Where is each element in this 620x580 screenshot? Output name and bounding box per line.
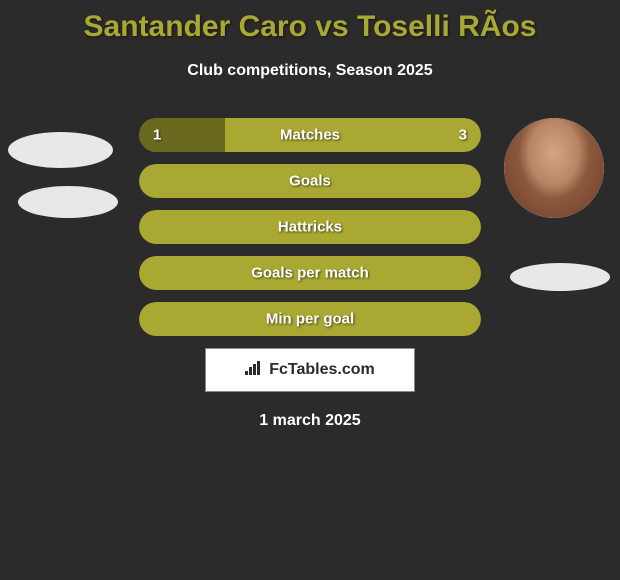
stat-bar-min-per-goal: Min per goal (139, 302, 481, 336)
subtitle: Club competitions, Season 2025 (0, 62, 620, 80)
logo-text: FcTables.com (269, 361, 375, 379)
stat-bar-hattricks: Hattricks (139, 210, 481, 244)
bar-left-segment (139, 118, 225, 152)
player-right (504, 118, 604, 218)
bar-value-left: 1 (153, 127, 161, 144)
comparison-chart: 1 Matches 3 Goals Hattricks Goals per ma… (0, 118, 620, 430)
date-text: 1 march 2025 (0, 412, 620, 430)
stats-bars: 1 Matches 3 Goals Hattricks Goals per ma… (139, 118, 481, 336)
stat-bar-goals: Goals (139, 164, 481, 198)
bar-label: Goals (289, 173, 331, 190)
chart-icon (245, 361, 263, 379)
stat-bar-goals-per-match: Goals per match (139, 256, 481, 290)
bar-value-right: 3 (459, 127, 467, 144)
bar-label: Matches (280, 127, 340, 144)
bar-label: Goals per match (251, 265, 369, 282)
player-left-avatar-placeholder (8, 132, 113, 168)
player-right-avatar (504, 118, 604, 218)
fctables-logo: FcTables.com (205, 348, 415, 392)
page-title: Santander Caro vs Toselli RÃ­os (0, 0, 620, 44)
stat-bar-matches: 1 Matches 3 (139, 118, 481, 152)
player-right-shadow (510, 263, 610, 291)
bar-label: Hattricks (278, 219, 342, 236)
player-left-avatar-placeholder-2 (18, 186, 118, 218)
bar-label: Min per goal (266, 311, 354, 328)
